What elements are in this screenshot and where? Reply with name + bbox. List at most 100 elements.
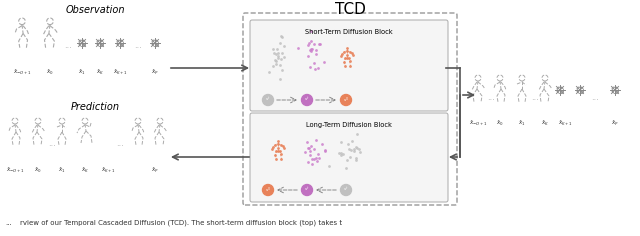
Point xyxy=(307,163,317,166)
Point xyxy=(279,55,289,59)
Point xyxy=(351,132,362,136)
Text: $s^0$: $s^0$ xyxy=(265,185,271,195)
Point xyxy=(271,62,281,65)
Point xyxy=(340,56,351,59)
Point xyxy=(273,52,284,55)
Point xyxy=(310,138,321,142)
Point xyxy=(309,42,319,46)
Point xyxy=(277,51,287,55)
Point xyxy=(351,158,362,162)
Text: $s^t$: $s^t$ xyxy=(265,96,271,104)
Point xyxy=(306,144,316,148)
Text: ...: ... xyxy=(134,42,142,51)
Point xyxy=(275,152,285,156)
Point xyxy=(275,77,285,81)
Text: $s^t$: $s^t$ xyxy=(304,186,310,194)
Point xyxy=(339,60,349,64)
Point xyxy=(338,152,348,156)
Point xyxy=(342,53,352,57)
Text: $\hat{x}_0$: $\hat{x}_0$ xyxy=(496,118,504,128)
Circle shape xyxy=(301,94,312,105)
Point xyxy=(342,49,352,53)
Text: $\hat{x}_{K+1}$: $\hat{x}_{K+1}$ xyxy=(557,118,572,128)
Circle shape xyxy=(262,185,273,195)
Point xyxy=(264,70,274,74)
Text: $\hat{x}_P$: $\hat{x}_P$ xyxy=(151,67,159,77)
Point xyxy=(271,149,282,152)
Text: $\hat{x}_P$: $\hat{x}_P$ xyxy=(151,165,159,175)
Point xyxy=(277,68,287,72)
Point xyxy=(268,47,278,51)
Point xyxy=(309,157,319,161)
Point xyxy=(304,42,314,45)
Point xyxy=(305,47,316,51)
Point xyxy=(305,65,315,69)
Point xyxy=(342,46,352,50)
Point xyxy=(276,157,287,161)
Circle shape xyxy=(301,185,312,195)
Text: ...: ... xyxy=(5,220,12,226)
Point xyxy=(279,146,289,150)
Point xyxy=(275,42,285,45)
Point xyxy=(275,63,285,67)
Point xyxy=(275,143,285,147)
Point xyxy=(305,48,315,52)
Point xyxy=(268,64,278,68)
Circle shape xyxy=(262,94,273,105)
Point xyxy=(267,147,277,151)
Point xyxy=(293,46,303,50)
Point xyxy=(273,146,283,150)
Point xyxy=(273,54,283,58)
Text: $\hat{x}_0$: $\hat{x}_0$ xyxy=(34,165,42,175)
Point xyxy=(303,54,313,58)
Point xyxy=(342,158,352,162)
Text: $\hat{x}_1$: $\hat{x}_1$ xyxy=(518,118,526,128)
Point xyxy=(273,149,283,152)
Text: $\hat{x}_1$: $\hat{x}_1$ xyxy=(58,165,66,175)
Text: ...: ... xyxy=(487,93,495,101)
Point xyxy=(278,44,289,48)
FancyBboxPatch shape xyxy=(250,20,448,111)
Point xyxy=(311,52,321,56)
Point xyxy=(340,64,351,68)
Point xyxy=(269,51,280,55)
Point xyxy=(302,141,312,144)
Point xyxy=(349,147,359,151)
Text: $\hat{x}_0$: $\hat{x}_0$ xyxy=(46,67,54,77)
Point xyxy=(268,145,278,149)
Point xyxy=(351,145,361,148)
Point xyxy=(310,48,321,52)
Text: Observation: Observation xyxy=(65,5,125,15)
Text: TCD: TCD xyxy=(335,2,365,17)
Circle shape xyxy=(340,185,351,195)
Point xyxy=(355,150,365,154)
Point xyxy=(320,148,330,152)
Point xyxy=(336,54,346,58)
Point xyxy=(303,146,313,150)
Point xyxy=(275,34,285,38)
Text: ...: ... xyxy=(531,93,539,101)
Point xyxy=(308,147,319,151)
Text: Short-Term Diffusion Block: Short-Term Diffusion Block xyxy=(305,29,393,35)
Point xyxy=(344,147,354,151)
Text: $\hat{x}_1$: $\hat{x}_1$ xyxy=(78,67,86,77)
Point xyxy=(273,142,283,146)
Text: $s^t$: $s^t$ xyxy=(343,186,349,194)
Point xyxy=(324,164,334,168)
Point xyxy=(312,152,323,156)
Point xyxy=(273,56,284,60)
Point xyxy=(270,143,280,147)
Point xyxy=(334,152,344,155)
Point xyxy=(337,52,347,56)
Text: $\hat{x}_{K+1}$: $\hat{x}_{K+1}$ xyxy=(113,67,127,77)
Point xyxy=(342,56,352,59)
Point xyxy=(346,139,356,143)
Point xyxy=(306,49,316,53)
Point xyxy=(355,148,365,151)
Point xyxy=(303,43,314,47)
Text: ...: ... xyxy=(591,93,599,101)
Point xyxy=(305,153,316,157)
Text: $\hat{x}_{-O+1}$: $\hat{x}_{-O+1}$ xyxy=(6,165,24,175)
Point xyxy=(336,151,346,155)
Text: Long-Term Diffusion Block: Long-Term Diffusion Block xyxy=(306,122,392,128)
